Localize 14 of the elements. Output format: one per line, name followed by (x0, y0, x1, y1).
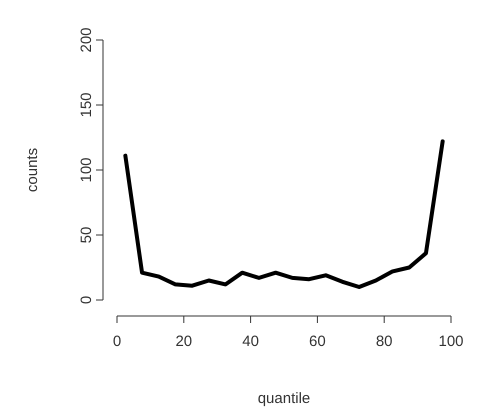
x-tick-label: 40 (242, 333, 259, 350)
y-tick-label: 0 (78, 296, 95, 304)
y-tick-label: 150 (78, 92, 95, 118)
x-tick-label: 80 (376, 333, 393, 350)
y-tick-label: 200 (78, 27, 95, 53)
y-tick-label: 50 (78, 226, 95, 244)
y-tick-label: 100 (78, 157, 95, 183)
x-axis-title: quantile (258, 390, 310, 407)
line-series (123, 139, 445, 289)
y-axis-title: counts (24, 148, 41, 192)
x-tick-label: 100 (438, 333, 464, 350)
x-tick-label: 60 (309, 333, 326, 350)
x-tick-label: 20 (175, 333, 192, 350)
x-tick-label: 0 (112, 333, 122, 350)
